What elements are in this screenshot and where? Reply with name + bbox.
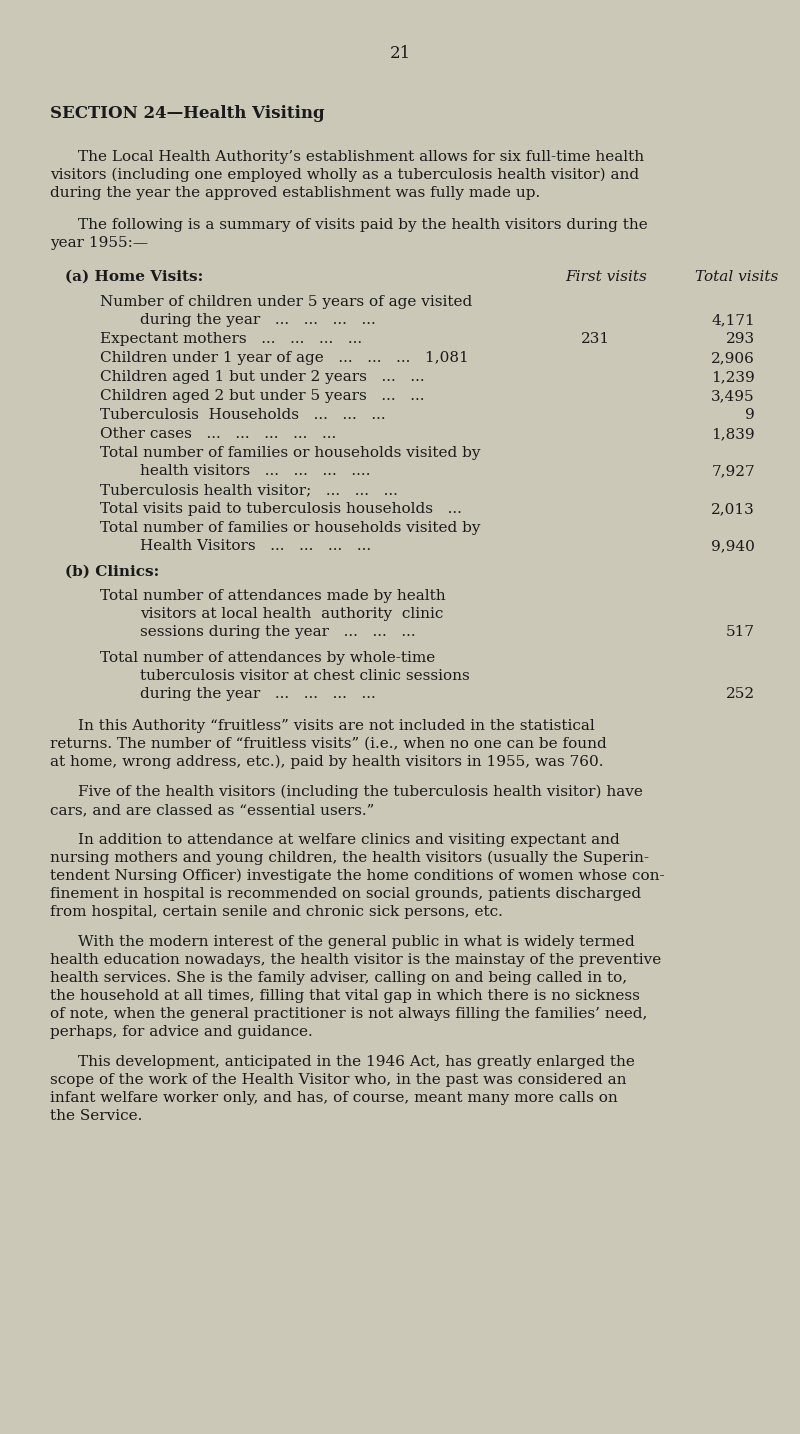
Text: tendent Nursing Officer) investigate the home conditions of women whose con-: tendent Nursing Officer) investigate the… [50,869,665,883]
Text: Health Visitors   ...   ...   ...   ...: Health Visitors ... ... ... ... [140,539,371,554]
Text: Five of the health visitors (including the tuberculosis health visitor) have: Five of the health visitors (including t… [78,784,643,799]
Text: First visits: First visits [565,270,647,284]
Text: SECTION 24—Health Visiting: SECTION 24—Health Visiting [50,105,325,122]
Text: Total visits: Total visits [695,270,778,284]
Text: This development, anticipated in the 1946 Act, has greatly enlarged the: This development, anticipated in the 194… [78,1055,635,1068]
Text: returns. The number of “fruitless visits” (i.e., when no one can be found: returns. The number of “fruitless visits… [50,737,606,751]
Text: from hospital, certain senile and chronic sick persons, etc.: from hospital, certain senile and chroni… [50,905,503,919]
Text: In addition to attendance at welfare clinics and visiting expectant and: In addition to attendance at welfare cli… [78,833,620,847]
Text: 4,171: 4,171 [711,313,755,327]
Text: 1,839: 1,839 [711,427,755,442]
Text: 252: 252 [726,687,755,701]
Text: 293: 293 [726,333,755,346]
Text: tuberculosis visitor at chest clinic sessions: tuberculosis visitor at chest clinic ses… [140,670,470,683]
Text: Tuberculosis  Households   ...   ...   ...: Tuberculosis Households ... ... ... [100,409,386,422]
Text: 9,940: 9,940 [711,539,755,554]
Text: With the modern interest of the general public in what is widely termed: With the modern interest of the general … [78,935,634,949]
Text: The following is a summary of visits paid by the health visitors during the: The following is a summary of visits pai… [78,218,648,232]
Text: cars, and are classed as “essential users.”: cars, and are classed as “essential user… [50,803,374,817]
Text: health education nowadays, the health visitor is the mainstay of the preventive: health education nowadays, the health vi… [50,954,662,967]
Text: nursing mothers and young children, the health visitors (usually the Superin-: nursing mothers and young children, the … [50,850,649,865]
Text: the household at all times, filling that vital gap in which there is no sickness: the household at all times, filling that… [50,989,640,1002]
Text: scope of the work of the Health Visitor who, in the past was considered an: scope of the work of the Health Visitor … [50,1073,626,1087]
Text: year 1955:—: year 1955:— [50,237,148,250]
Text: infant welfare worker only, and has, of course, meant many more calls on: infant welfare worker only, and has, of … [50,1091,618,1106]
Text: perhaps, for advice and guidance.: perhaps, for advice and guidance. [50,1025,313,1040]
Text: finement in hospital is recommended on social grounds, patients discharged: finement in hospital is recommended on s… [50,888,641,901]
Text: Total number of attendances by whole-time: Total number of attendances by whole-tim… [100,651,435,665]
Text: 9: 9 [746,409,755,422]
Text: 2,013: 2,013 [711,502,755,516]
Text: (a) Home Visits:: (a) Home Visits: [65,270,203,284]
Text: at home, wrong address, etc.), paid by health visitors in 1955, was 760.: at home, wrong address, etc.), paid by h… [50,754,603,770]
Text: Other cases   ...   ...   ...   ...   ...: Other cases ... ... ... ... ... [100,427,336,442]
Text: 1,239: 1,239 [711,370,755,384]
Text: 231: 231 [581,333,610,346]
Text: 517: 517 [726,625,755,640]
Text: during the year   ...   ...   ...   ...: during the year ... ... ... ... [140,313,376,327]
Text: Number of children under 5 years of age visited: Number of children under 5 years of age … [100,295,472,308]
Text: visitors at local health  authority  clinic: visitors at local health authority clini… [140,607,443,621]
Text: The Local Health Authority’s establishment allows for six full-time health: The Local Health Authority’s establishme… [78,151,644,163]
Text: Total number of attendances made by health: Total number of attendances made by heal… [100,589,446,604]
Text: of note, when the general practitioner is not always filling the families’ need,: of note, when the general practitioner i… [50,1007,647,1021]
Text: sessions during the year   ...   ...   ...: sessions during the year ... ... ... [140,625,416,640]
Text: health services. She is the family adviser, calling on and being called in to,: health services. She is the family advis… [50,971,627,985]
Text: Tuberculosis health visitor;   ...   ...   ...: Tuberculosis health visitor; ... ... ... [100,483,398,498]
Text: 21: 21 [390,44,410,62]
Text: Children aged 1 but under 2 years   ...   ...: Children aged 1 but under 2 years ... ..… [100,370,425,384]
Text: during the year the approved establishment was fully made up.: during the year the approved establishme… [50,186,540,199]
Text: Children under 1 year of age   ...   ...   ...   1,081: Children under 1 year of age ... ... ...… [100,351,469,366]
Text: Total number of families or households visited by: Total number of families or households v… [100,521,481,535]
Text: 2,906: 2,906 [711,351,755,366]
Text: 3,495: 3,495 [711,389,755,403]
Text: Total visits paid to tuberculosis households   ...: Total visits paid to tuberculosis househ… [100,502,462,516]
Text: Expectant mothers   ...   ...   ...   ...: Expectant mothers ... ... ... ... [100,333,362,346]
Text: during the year   ...   ...   ...   ...: during the year ... ... ... ... [140,687,376,701]
Text: (b) Clinics:: (b) Clinics: [65,565,159,579]
Text: visitors (including one employed wholly as a tuberculosis health visitor) and: visitors (including one employed wholly … [50,168,639,182]
Text: health visitors   ...   ...   ...   ...․: health visitors ... ... ... ...․ [140,465,370,478]
Text: Children aged 2 but under 5 years   ...   ...: Children aged 2 but under 5 years ... ..… [100,389,425,403]
Text: In this Authority “fruitless” visits are not included in the statistical: In this Authority “fruitless” visits are… [78,718,594,733]
Text: Total number of families or households visited by: Total number of families or households v… [100,446,481,460]
Text: 7,927: 7,927 [711,465,755,478]
Text: the Service.: the Service. [50,1108,142,1123]
